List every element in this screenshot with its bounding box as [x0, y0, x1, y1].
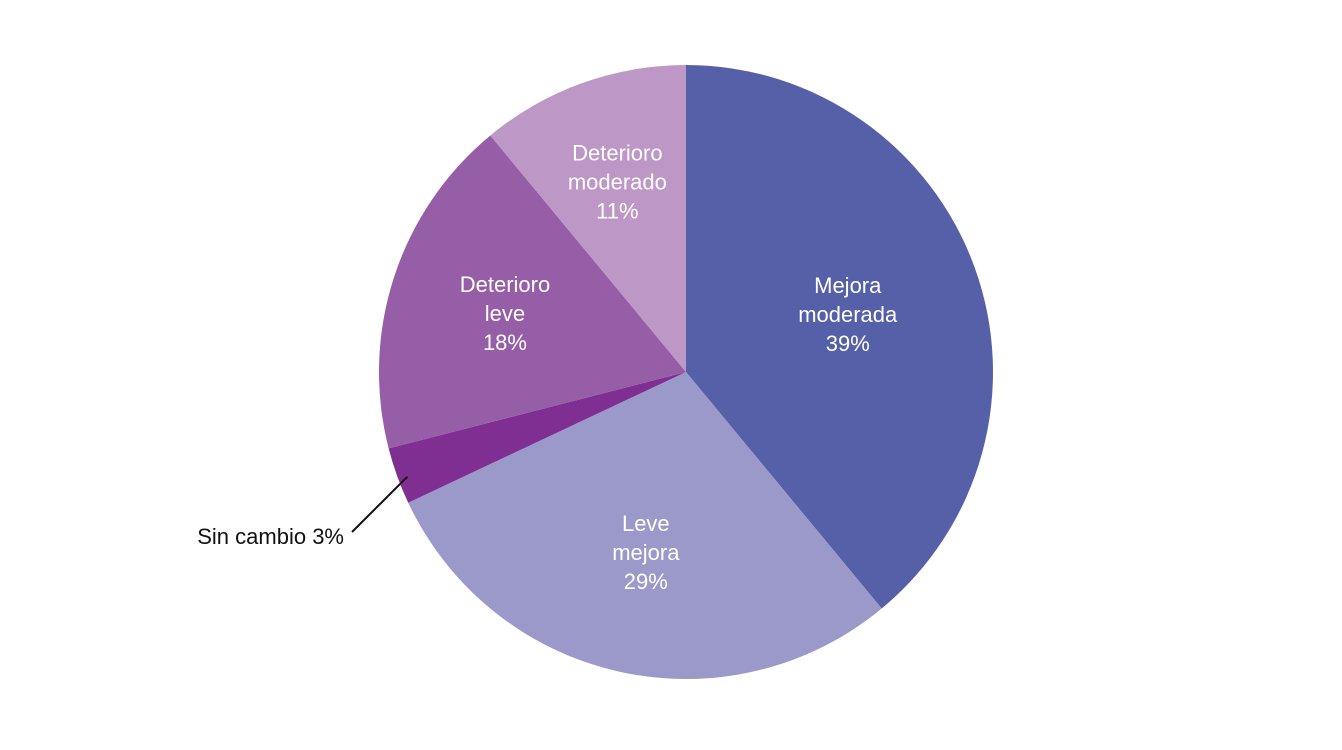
- slice-label-mejora-moderada: Mejora moderada 39%: [798, 273, 898, 356]
- pie-slice-leve-mejora: [408, 372, 882, 679]
- slice-label-line: 18%: [483, 330, 527, 355]
- pie-labels: Mejora moderada 39% Leve mejora 29% Sin cambio…: [197, 140, 898, 593]
- slice-label-line: Deterioro: [572, 140, 662, 165]
- slice-label-leve-mejora: Leve mejora 29%: [612, 511, 680, 594]
- slice-label-line: Mejora: [814, 273, 882, 298]
- slice-label-line: 39%: [826, 331, 870, 356]
- slice-label-deterioro-leve: Deterioro leve 18%: [460, 272, 550, 355]
- slice-label-line: leve: [485, 301, 525, 326]
- slice-label-line: Deterioro: [460, 272, 550, 297]
- slice-label-sin-cambio: Sin cambio 3%: [197, 524, 344, 549]
- slice-label-line: moderada: [798, 302, 898, 327]
- slice-label-line: 29%: [624, 569, 668, 594]
- slice-label-deterioro-moderado: Deterioro moderado 11%: [568, 140, 667, 223]
- pie-slice-deterioro-moderado: [490, 65, 686, 372]
- slice-label-line: mejora: [612, 540, 680, 565]
- slice-label-line: 11%: [596, 198, 638, 223]
- pie-slice-deterioro-leve: [378, 135, 686, 449]
- slice-label-line: moderado: [568, 169, 667, 194]
- pie-slices: [378, 65, 993, 679]
- leader-line-sin-cambio: [351, 476, 409, 533]
- pie-slice-sin-cambio: [388, 372, 686, 503]
- pie-slice-mejora-moderada: [686, 65, 993, 609]
- slice-label-line: Leve: [622, 511, 670, 536]
